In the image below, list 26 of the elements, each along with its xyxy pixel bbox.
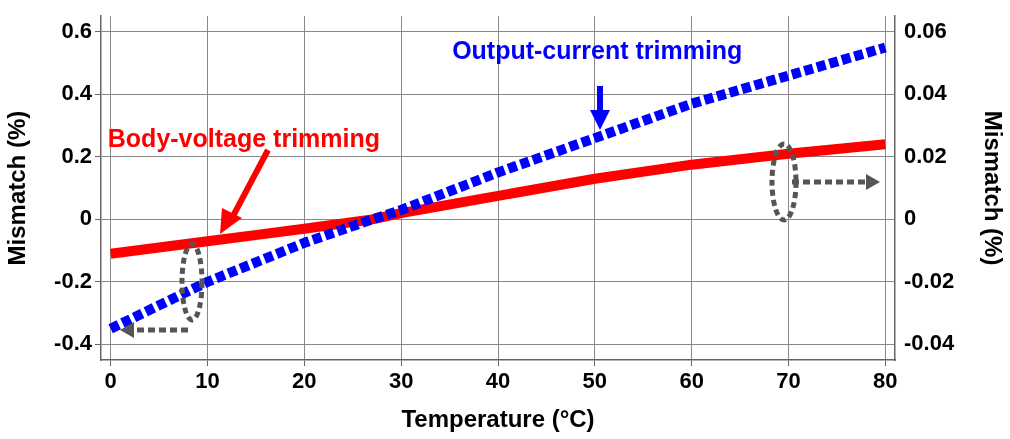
y2-tick-label: 0.02 [904,142,947,168]
x-tick-label: 70 [776,368,801,394]
text: Body-voltage trimming [107,123,381,152]
x-tick-label: 40 [485,368,511,394]
x-tick-label: 20 [292,368,317,394]
y-tick-label: 0.2 [61,142,92,168]
y-tick-label: 0.4 [61,80,93,106]
y2-tick-label: 0.06 [904,17,947,43]
y2-tick-label: -0.04 [904,330,955,356]
y-tick-label: -0.2 [54,267,92,293]
y-tick-label: 0 [79,205,92,231]
x-tick-label: 50 [582,368,608,394]
x-tick-label: 30 [388,368,414,394]
y2-tick-label: 0.04 [904,80,948,106]
y2-tick-label: -0.02 [904,267,955,293]
y2-tick-label: 0 [904,205,917,231]
y-tick-label: -0.4 [54,330,93,356]
series-label: Output-current trimming [452,36,743,65]
x-tick-label: 10 [195,368,220,394]
y-tick-label: 0.6 [61,17,92,43]
x-tick-label: 0 [104,368,117,394]
x-tick-label: 80 [873,368,898,394]
y-axis-title: Mismatch (%) [3,110,31,266]
x-tick-label: 60 [679,368,704,394]
y2-axis-title: Mismatch (%) [979,110,1007,266]
x-axis-title: Temperature (°C) [401,405,595,433]
